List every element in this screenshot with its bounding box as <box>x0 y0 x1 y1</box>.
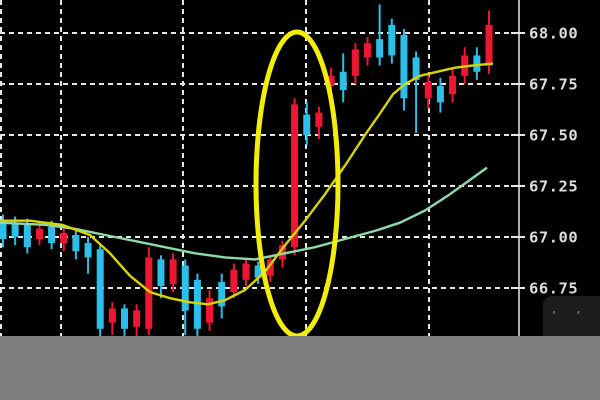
candle-down <box>254 265 262 278</box>
y-axis-label: 66.75 <box>529 280 578 298</box>
candle-up <box>315 112 323 127</box>
y-axis-label: 67.00 <box>529 229 578 247</box>
ma-line-slow <box>0 166 488 261</box>
candle-down <box>121 308 128 329</box>
candle-down <box>376 39 384 58</box>
bottom-panel <box>0 336 600 400</box>
candle-up <box>327 75 335 87</box>
chart-canvas[interactable]: 68.00 67.75 67.50 67.25 67.00 66.75 <box>0 0 600 339</box>
y-axis-label: 67.75 <box>529 76 578 94</box>
candle-down <box>388 24 396 56</box>
ma-line-fast <box>0 62 494 306</box>
candle-up <box>242 263 250 280</box>
candle-up <box>133 310 141 327</box>
candle-up <box>35 228 43 240</box>
candle-down <box>339 71 347 91</box>
candle-up <box>364 43 371 58</box>
candle-up <box>351 49 359 76</box>
candle-down <box>181 265 189 311</box>
candle-up <box>206 298 214 323</box>
candle-up <box>169 259 177 284</box>
candle-down <box>48 226 56 244</box>
y-axis-label: 68.00 <box>529 25 578 43</box>
candle-up <box>278 245 286 260</box>
corner-marks: ’ ’ <box>552 310 589 325</box>
candle-down <box>303 114 311 135</box>
candle-up <box>230 269 238 293</box>
candle-up <box>424 81 432 99</box>
candle-up <box>60 232 68 244</box>
candle-down <box>96 249 104 329</box>
candle-up <box>108 308 116 323</box>
candle-down <box>218 281 226 307</box>
candlestick-chart[interactable]: 68.00 67.75 67.50 67.25 67.00 66.75 <box>0 0 600 339</box>
candle-down <box>473 55 481 72</box>
candle-down <box>436 86 444 103</box>
y-axis-label: 67.25 <box>529 178 578 196</box>
candle-down <box>11 222 19 237</box>
candle-down <box>412 57 420 80</box>
candle-up <box>291 104 299 248</box>
candle-down <box>157 259 165 286</box>
candle-up <box>145 257 153 329</box>
candle-down <box>72 234 80 252</box>
candle-down <box>400 35 408 99</box>
candle-down <box>84 243 92 258</box>
y-axis-label: 67.50 <box>529 127 578 145</box>
chart-background <box>0 0 600 336</box>
candle-down <box>0 220 7 240</box>
corner-panel: ’ ’ <box>543 296 600 336</box>
candle-up <box>266 259 274 276</box>
candle-up <box>485 24 493 66</box>
candle-down <box>23 224 31 248</box>
candle-up <box>449 75 457 95</box>
